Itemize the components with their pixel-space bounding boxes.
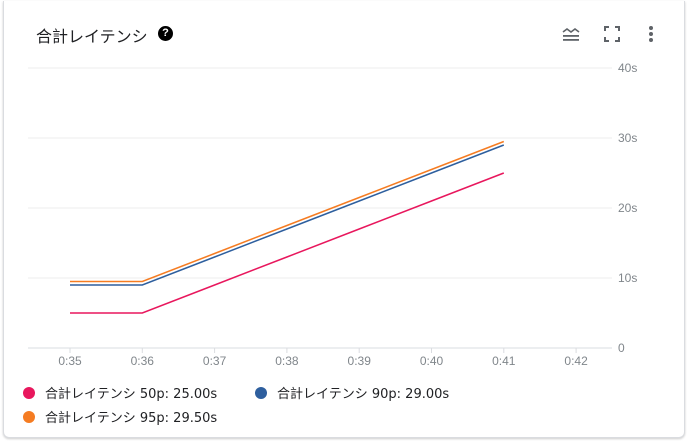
legend-item-95p[interactable]: 合計レイテンシ 95p: 29.50s — [23, 407, 217, 426]
legend-dot — [255, 386, 267, 399]
legend-label: 合計レイテンシ 95p: 29.50s — [45, 411, 218, 426]
legend-label: 合計レイテンシ 90p: 29.00s — [277, 387, 450, 402]
legend-item-90p[interactable]: 合計レイテンシ 90p: 29.00s — [255, 383, 449, 402]
fullscreen-icon[interactable] — [601, 23, 623, 45]
legend-dot — [23, 386, 35, 399]
y-tick-label: 30s — [618, 131, 637, 145]
series-line — [70, 140, 505, 283]
legend-dot — [23, 410, 35, 423]
x-tick-label: 0:39 — [348, 354, 372, 368]
x-tick-label: 0:37 — [203, 354, 227, 368]
y-tick-label: 0 — [618, 341, 625, 355]
x-tick-label: 0:36 — [131, 354, 155, 368]
x-tick-label: 0:42 — [564, 354, 588, 368]
y-tick-label: 40s — [618, 61, 637, 75]
chart-card: 合計レイテンシ ? — [3, 1, 685, 438]
legend-toggle-icon[interactable] — [560, 23, 582, 45]
more-vert-icon[interactable] — [640, 23, 662, 45]
series-line — [70, 172, 505, 314]
x-tick-label: 0:40 — [420, 354, 444, 368]
x-tick-label: 0:35 — [58, 354, 82, 368]
help-icon[interactable]: ? — [158, 26, 173, 41]
y-tick-label: 20s — [618, 201, 637, 215]
series-line — [70, 144, 505, 286]
legend-label: 合計レイテンシ 50p: 25.00s — [45, 387, 218, 402]
chart-title: 合計レイテンシ — [36, 27, 148, 46]
legend-item-50p[interactable]: 合計レイテンシ 50p: 25.00s — [23, 383, 217, 402]
x-tick-label: 0:41 — [492, 354, 516, 368]
x-tick-label: 0:38 — [275, 354, 299, 368]
y-tick-label: 10s — [618, 271, 637, 285]
